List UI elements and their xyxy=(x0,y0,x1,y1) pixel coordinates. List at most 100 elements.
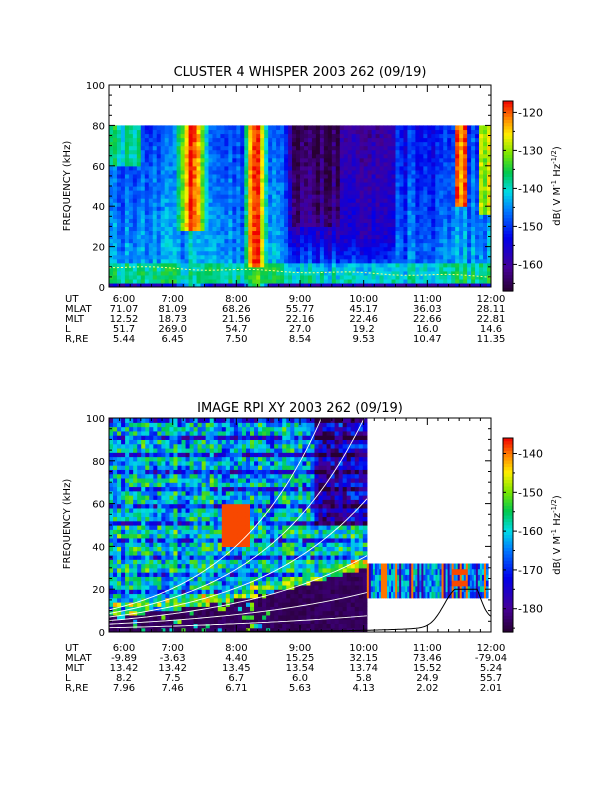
spectrogram-cell xyxy=(153,550,158,556)
spectrogram-cell xyxy=(177,456,183,462)
spectrogram-cell xyxy=(439,198,444,203)
spectrogram-cell xyxy=(371,238,377,244)
spectrogram-cell xyxy=(335,278,341,284)
spectrogram-cell xyxy=(443,262,448,268)
spectrogram-cell xyxy=(121,473,126,479)
spectrogram-cell xyxy=(192,177,198,183)
spectrogram-cell xyxy=(137,623,142,629)
spectrogram-cell xyxy=(165,546,171,552)
spectrogram-cell xyxy=(161,435,167,440)
spectrogram-cell xyxy=(137,529,142,535)
spectrogram-cell xyxy=(339,246,345,252)
spectrogram-cell xyxy=(153,559,158,565)
spectrogram-cell xyxy=(145,580,150,586)
spectrogram-cell xyxy=(359,161,365,167)
spectrogram-cell xyxy=(109,443,114,449)
spectrogram-cell xyxy=(228,222,233,227)
spectrogram-cell xyxy=(307,206,313,211)
spectrogram-cell xyxy=(391,165,397,171)
spectrogram-cell xyxy=(363,202,369,207)
spectrogram-cell xyxy=(335,173,341,179)
spectrogram-cell xyxy=(276,173,281,179)
spectrogram-cell xyxy=(379,190,385,195)
spectrogram-cell xyxy=(331,282,337,287)
spectrogram-cell xyxy=(327,246,333,252)
spectrogram-cell xyxy=(451,242,456,248)
spectrogram-cell xyxy=(307,198,313,203)
spectrogram-cell xyxy=(367,258,373,264)
spectrogram-cell xyxy=(383,157,389,163)
spectrogram-cell xyxy=(383,190,389,195)
spectrogram-cell xyxy=(141,456,146,462)
spectrogram-cell xyxy=(184,169,190,175)
spectrogram-cell xyxy=(260,254,265,260)
spectrogram-cell xyxy=(176,133,182,139)
spectrogram-cell xyxy=(212,206,218,211)
spectrogram-cell xyxy=(387,274,393,280)
spectrogram-cell xyxy=(109,161,114,167)
spectrogram-cell xyxy=(132,190,138,195)
spectrogram-cell xyxy=(431,198,436,203)
spectrogram-cell xyxy=(479,254,484,260)
spectrogram-cell xyxy=(121,533,126,539)
spectrogram-cell xyxy=(327,194,333,199)
spectrogram-cell xyxy=(128,222,134,227)
spectrogram-cell xyxy=(319,234,325,240)
spectrogram-cell xyxy=(343,149,349,155)
spectrogram-cell xyxy=(435,278,440,284)
spectrogram-cell xyxy=(188,161,194,167)
spectrogram-cell xyxy=(140,262,146,268)
spectrogram-cell xyxy=(479,230,484,236)
spectrogram-cell xyxy=(161,576,167,582)
spectrogram-cell xyxy=(176,274,182,280)
spectrogram-cell xyxy=(228,173,233,179)
spectrogram-cell xyxy=(200,266,206,272)
spectrogram-cell xyxy=(133,422,138,428)
spectrogram-cell xyxy=(475,222,480,227)
spectrogram-cell xyxy=(149,452,154,458)
spectrogram-cell xyxy=(411,157,416,163)
spectrogram-cell xyxy=(383,145,389,151)
spectrogram-cell xyxy=(296,133,301,139)
spectrogram-cell xyxy=(136,274,142,280)
spectrogram-cell xyxy=(180,222,186,227)
spectrogram-cell xyxy=(240,186,245,191)
spectrogram-cell xyxy=(125,610,130,616)
spectrogram-cell xyxy=(133,614,138,620)
spectrogram-cell xyxy=(140,153,146,159)
spectrogram-cell xyxy=(300,262,305,268)
spectrogram-cell xyxy=(153,529,158,535)
spectrogram-cell xyxy=(120,262,126,268)
spectrogram-cell xyxy=(120,210,126,215)
spectrogram-cell xyxy=(192,161,198,167)
spectrogram-cell xyxy=(117,614,122,620)
spectrogram-cell xyxy=(184,194,190,199)
spectrogram-cell xyxy=(443,129,448,135)
spectrogram-cell xyxy=(232,161,237,167)
spectrogram-cell xyxy=(363,262,369,268)
spectrogram-cell xyxy=(379,181,385,187)
spectrogram-cell xyxy=(427,141,432,147)
spectrogram-cell xyxy=(113,550,118,556)
spectrogram-cell xyxy=(128,165,134,171)
spectrogram-cell xyxy=(152,173,158,179)
spectrogram-cell xyxy=(121,559,126,565)
spectrogram-cell xyxy=(411,149,416,155)
spectrogram-cell xyxy=(307,173,313,179)
spectrogram-cell xyxy=(327,226,333,232)
spectrogram-cell xyxy=(216,198,222,203)
spectrogram-cell xyxy=(351,226,357,232)
spectrogram-cell xyxy=(280,222,285,227)
spectrogram-cell xyxy=(451,270,456,276)
spectrogram-cell xyxy=(467,210,472,215)
spectrogram-cell xyxy=(224,250,229,256)
spectrogram-cell xyxy=(120,129,126,135)
spectrogram-cell xyxy=(427,230,432,236)
spectrogram-cell xyxy=(315,206,321,211)
spectrogram-cell xyxy=(144,254,150,260)
spectrogram-cell xyxy=(431,238,436,244)
spectrogram-cell xyxy=(244,177,249,183)
spectrogram-cell xyxy=(479,246,484,252)
spectrogram-cell xyxy=(141,418,146,423)
spectrogram-cell xyxy=(140,181,146,187)
